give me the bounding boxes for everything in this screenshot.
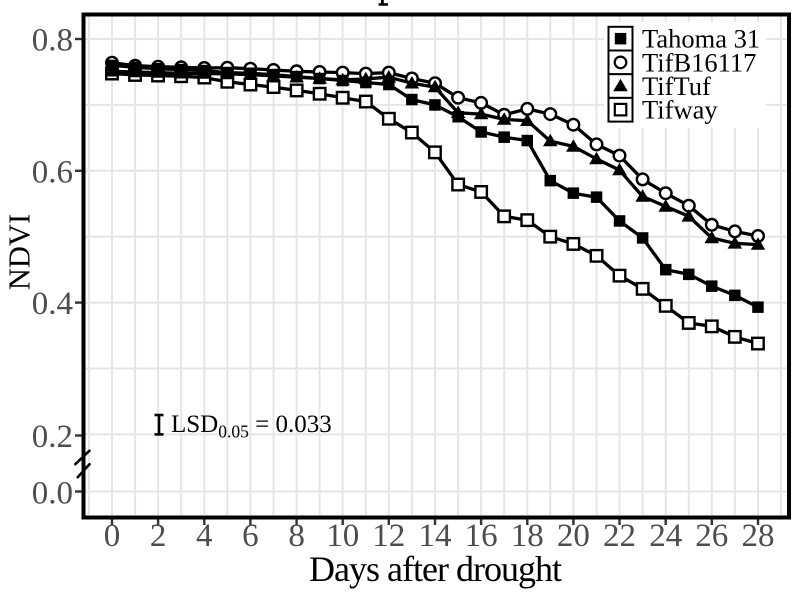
svg-text:Tahoma 31: Tahoma 31 xyxy=(642,24,760,54)
svg-text:12: 12 xyxy=(372,518,405,554)
svg-text:TifTuf: TifTuf xyxy=(642,71,711,101)
svg-text:18: 18 xyxy=(511,518,544,554)
svg-text:8: 8 xyxy=(288,518,305,554)
svg-text:20: 20 xyxy=(557,518,590,554)
svg-text:TifB16117: TifB16117 xyxy=(642,47,756,77)
svg-text:0.0: 0.0 xyxy=(32,476,73,512)
svg-text:NDVI: NDVI xyxy=(3,214,37,290)
svg-text:0.6: 0.6 xyxy=(32,154,73,190)
svg-text:Tifway: Tifway xyxy=(642,95,718,125)
svg-text:2: 2 xyxy=(150,518,167,554)
svg-text:16: 16 xyxy=(465,518,498,554)
svg-text:28: 28 xyxy=(742,518,775,554)
svg-text:0.2: 0.2 xyxy=(32,419,73,455)
svg-text:0: 0 xyxy=(104,518,121,554)
svg-text:26: 26 xyxy=(695,518,728,554)
svg-text:Days after drought: Days after drought xyxy=(309,549,562,589)
svg-text:4: 4 xyxy=(196,518,213,554)
svg-text:LSD0.05 = 0.033: LSD0.05 = 0.033 xyxy=(171,411,332,442)
svg-text:0.8: 0.8 xyxy=(32,23,73,59)
svg-text:6: 6 xyxy=(242,518,259,554)
svg-text:22: 22 xyxy=(603,518,636,554)
svg-text:10: 10 xyxy=(326,518,359,554)
svg-text:24: 24 xyxy=(649,518,682,554)
svg-text:14: 14 xyxy=(419,518,452,554)
svg-text:0.4: 0.4 xyxy=(32,286,73,322)
